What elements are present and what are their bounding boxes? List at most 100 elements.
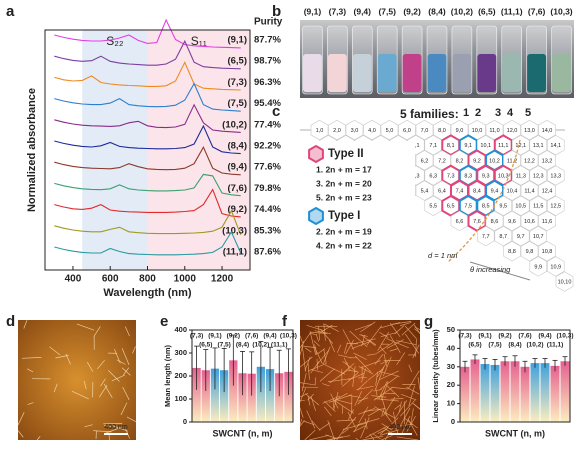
vial-label: (9,4) (354, 6, 372, 16)
nanotube (389, 322, 401, 338)
nanotube (313, 340, 320, 347)
x-tick-label: 1200 (211, 274, 234, 285)
vial-liquid (452, 54, 472, 92)
spectrum (54, 18, 241, 49)
nanotube (327, 420, 335, 441)
nanotube (352, 425, 367, 433)
category-label: (7,5) (488, 342, 501, 349)
hex-cell (546, 256, 565, 277)
nanotube (371, 395, 387, 398)
nanotube (367, 408, 381, 417)
y-tick-label: 100 (174, 394, 187, 403)
nanotube (413, 324, 421, 335)
nanotube (390, 397, 404, 400)
series-label: (9,2) (227, 204, 247, 215)
nanotube (345, 339, 354, 355)
nanotube (399, 407, 411, 428)
hex-label: 11,5 (533, 204, 543, 210)
hex-label: 8,6 (491, 219, 499, 225)
y-tick-label: 50 (447, 325, 455, 334)
nanotube (311, 420, 321, 431)
family-number: 5 (525, 107, 531, 119)
nanotube (120, 402, 128, 416)
x-axis-title: SWCNT (n, m) (213, 428, 273, 438)
y-tick-label: 10 (447, 399, 455, 408)
nanotube (93, 326, 101, 337)
hex-cell (511, 225, 530, 247)
nanotube (357, 418, 380, 425)
hex-cell (511, 135, 530, 156)
vial-liquid (402, 54, 422, 92)
nanotube (412, 402, 421, 410)
nanotube (318, 422, 331, 431)
nanotube (299, 356, 313, 368)
purity-label: 96.3% (254, 77, 281, 88)
nanotube (96, 359, 105, 370)
family-label: 2. 2n + m = 19 (316, 226, 372, 236)
hex-label: 10,9 (550, 264, 561, 270)
nanotube (382, 356, 392, 377)
bar (500, 361, 510, 422)
family-label: 4. 2n + m = 22 (316, 240, 372, 250)
hex-cell (415, 119, 434, 141)
nanotube (332, 401, 335, 409)
category-label: (7,6) (518, 333, 531, 340)
bar (220, 370, 229, 422)
nanotube (396, 340, 417, 346)
category-label: (11,1) (271, 342, 288, 349)
nanotube (342, 422, 366, 430)
nanotube (380, 360, 388, 365)
nanotube (333, 399, 354, 414)
hex-label: 12,0 (507, 128, 518, 134)
nanotube (359, 334, 368, 337)
nanotube (301, 373, 307, 392)
nanotube (111, 374, 126, 382)
spectrum (54, 61, 241, 91)
nanotube (391, 386, 409, 390)
nanotube (338, 354, 352, 359)
nanotube (304, 429, 316, 441)
family-label: 1. 2n + m = 17 (316, 164, 372, 174)
nanotube (21, 357, 42, 359)
nanotube (342, 329, 355, 350)
nanotube (404, 325, 417, 339)
nanotube (394, 404, 401, 410)
hex-label: 12,5 (550, 204, 561, 210)
nanotube (376, 359, 389, 378)
hex-cell (538, 150, 556, 171)
bar (210, 368, 220, 422)
nanotube (380, 332, 397, 337)
nanotube (326, 436, 344, 441)
nanotube (386, 339, 404, 349)
hex-label: 13,0 (524, 128, 535, 134)
hex-label: 10,10 (558, 280, 572, 286)
nanotube (377, 331, 390, 351)
nanotube (379, 371, 400, 377)
hex-cell (398, 119, 416, 141)
series-label: (9,4) (227, 162, 247, 173)
panel-label: a (6, 3, 15, 20)
hex-label: 8,8 (508, 249, 516, 255)
hex-cell (494, 225, 513, 247)
hex-cell (485, 210, 504, 232)
panel-label: g (424, 313, 433, 330)
hex-cell (555, 271, 574, 292)
nanotube (310, 369, 324, 373)
nanotube (27, 368, 34, 373)
x-axis-title: SWCNT (n, m) (485, 428, 545, 438)
nanotube (358, 397, 369, 402)
nanotube (379, 346, 387, 355)
nanotube (406, 415, 416, 432)
hex-label: 10,7 (533, 234, 544, 240)
nanotube (392, 411, 399, 434)
hex-cell (503, 241, 521, 262)
nanotube (354, 323, 373, 331)
vial-label: (8,4) (428, 6, 446, 16)
nanotube (379, 429, 399, 436)
nanotube (329, 369, 348, 384)
hex-label: 7,2 (438, 158, 446, 164)
category-label: (9,2) (227, 333, 240, 340)
bar (256, 366, 265, 422)
hex-label: 1,0 (316, 128, 324, 134)
nanotube (396, 352, 406, 366)
